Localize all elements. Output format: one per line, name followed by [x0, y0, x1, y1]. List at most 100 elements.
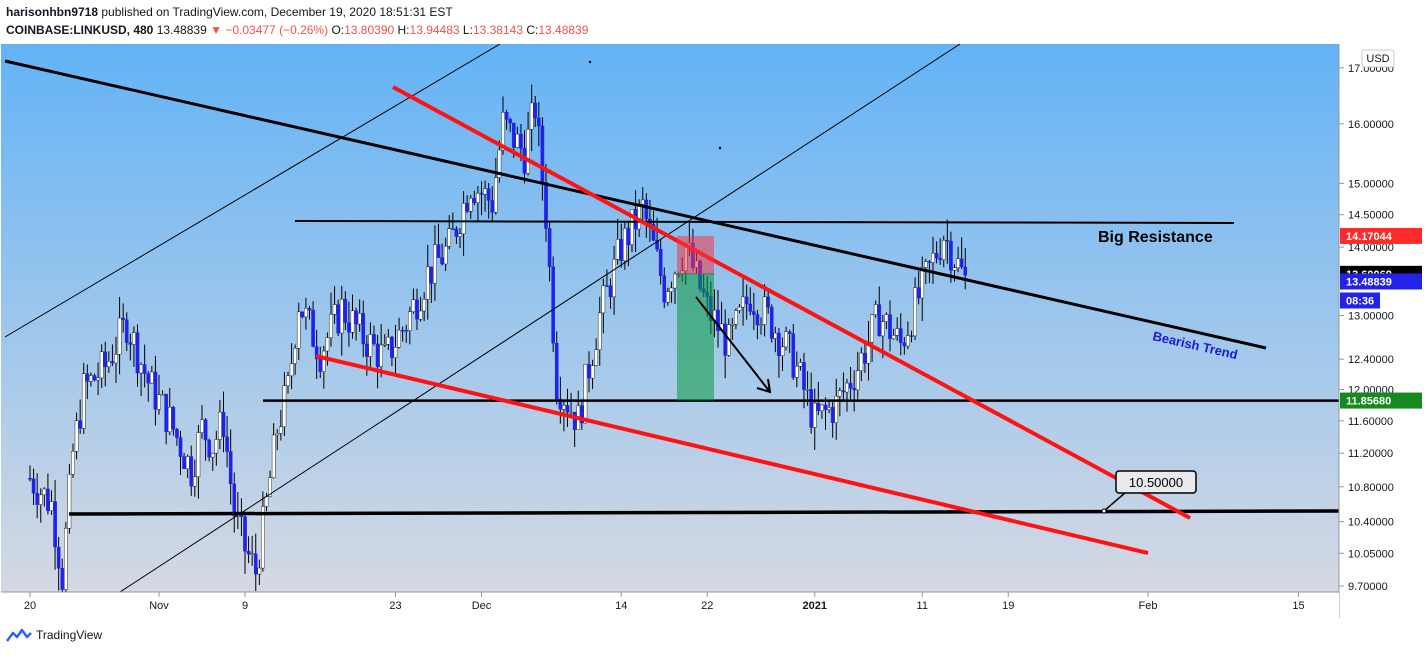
candle-up — [393, 347, 398, 358]
candle-up — [293, 348, 297, 364]
candle-down — [153, 371, 158, 410]
candle-down — [752, 311, 756, 315]
candle-down — [748, 303, 753, 312]
candle-down — [626, 228, 631, 245]
close-label: C: — [526, 23, 539, 37]
x-tick-label: 11 — [917, 600, 928, 612]
candle-down — [175, 429, 179, 438]
x-tick-label: 9 — [242, 600, 248, 612]
published-text: published on TradingView.com, December 1… — [101, 5, 453, 19]
candle-down — [46, 488, 50, 512]
candle-up — [379, 344, 383, 368]
candle-down — [619, 239, 624, 261]
candle-down — [232, 483, 237, 517]
candle-down — [898, 328, 903, 343]
price-label-bg — [1340, 392, 1422, 409]
candle-down — [841, 390, 846, 393]
candle-down — [35, 493, 39, 505]
low-label: L: — [462, 23, 473, 37]
candle-down — [60, 568, 65, 590]
candle-down — [354, 310, 358, 325]
arrow-head-icon — [756, 378, 772, 394]
low-value: 13.38143 — [472, 23, 523, 37]
y-tick-label: 16.00000 — [1348, 119, 1394, 131]
candle-down — [372, 334, 376, 344]
candle-up — [458, 233, 462, 237]
candle-down — [171, 406, 176, 430]
candle-up — [271, 434, 276, 479]
candle-up — [67, 474, 72, 529]
candle-up — [261, 506, 265, 569]
y-tick-label: 14.00000 — [1348, 242, 1394, 254]
candle-down — [655, 240, 659, 250]
candle-up — [296, 311, 301, 349]
candle-up — [515, 133, 520, 148]
candle-up — [107, 361, 111, 368]
candle-down — [300, 311, 305, 318]
price-label: 08:36 — [1346, 295, 1374, 307]
candle-up — [891, 335, 896, 339]
publish-line: harisonhbn9718 published on TradingView.… — [6, 5, 453, 19]
candle-up — [773, 332, 778, 339]
price-label-bg — [1340, 292, 1380, 309]
down-triangle-icon: ▼ — [210, 23, 222, 37]
candle-up — [160, 393, 165, 396]
candle-up — [167, 406, 172, 433]
x-tick-label: 15 — [1292, 600, 1304, 612]
candle-down — [110, 361, 115, 364]
candle-up — [196, 432, 201, 478]
candle-down — [504, 112, 509, 120]
candle-up — [325, 337, 330, 352]
candle-up — [64, 528, 68, 590]
candle-down — [927, 261, 932, 263]
candle-down — [365, 343, 369, 357]
candle-down — [662, 275, 667, 303]
candle-up — [562, 405, 566, 410]
candle-up — [812, 402, 817, 428]
candle-down — [769, 306, 774, 339]
candle-up — [741, 296, 745, 308]
candle-up — [386, 336, 391, 345]
price-label: 11.85680 — [1346, 396, 1391, 408]
arrow-shaft — [695, 296, 771, 393]
candle-down — [551, 266, 555, 344]
x-tick-label: 2021 — [803, 600, 827, 612]
candle-up — [734, 310, 738, 325]
x-tick-label: 14 — [615, 600, 627, 612]
candle-down — [716, 309, 720, 331]
candle-up — [594, 349, 598, 366]
candle-up — [941, 240, 946, 260]
candle-down — [400, 329, 405, 332]
y-tick-label: 10.05000 — [1348, 548, 1394, 560]
candle-down — [31, 478, 36, 494]
close-value: 13.48839 — [538, 23, 589, 37]
open-value: 13.80390 — [344, 23, 395, 37]
currency-badge[interactable]: USD — [1361, 49, 1395, 68]
candle-down — [164, 393, 168, 433]
author-name[interactable]: harisonhbn9718 — [6, 5, 99, 19]
x-tick-label: 19 — [1002, 600, 1014, 612]
time-axis-bg — [1, 593, 1339, 618]
candle-up — [873, 304, 878, 316]
candle-down — [777, 332, 781, 356]
candle-up — [640, 199, 645, 205]
candle-up — [855, 370, 860, 391]
candle-down — [85, 373, 90, 382]
candle-down — [547, 228, 552, 267]
candle-down — [361, 313, 366, 345]
candle-up — [730, 324, 735, 326]
candle-up — [329, 313, 333, 338]
tradingview-brand[interactable]: TradingView — [6, 627, 102, 643]
candle-up — [913, 287, 917, 337]
candle-up — [89, 375, 93, 382]
candle-up — [418, 310, 423, 320]
y-tick-label: 10.40000 — [1348, 517, 1394, 529]
candle-up — [193, 476, 197, 487]
y-tick-label: 12.40000 — [1348, 354, 1394, 366]
candle-down — [544, 182, 548, 229]
candle-down — [723, 323, 727, 356]
candle-down — [404, 330, 409, 332]
candle-up — [881, 321, 885, 337]
candle-up — [784, 331, 788, 348]
